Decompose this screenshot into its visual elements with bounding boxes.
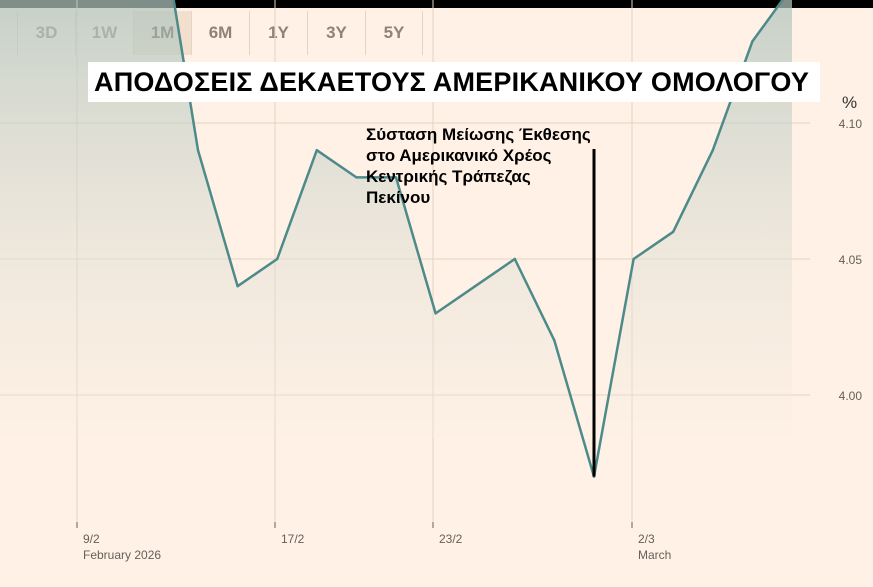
- data-point: [315, 149, 318, 152]
- data-point: [474, 285, 477, 288]
- chart-title: ΑΠΟΔΟΣΕΙΣ ΔΕΚΑΕΤΟΥΣ ΑΜΕΡΙΚΑΝΙΚΟΥ ΟΜΟΛΟΓΟ…: [94, 66, 810, 97]
- y-axis-unit: %: [842, 93, 858, 112]
- chart-annotation: Σύσταση Μείωσης Έκθεσης στο Αμερικανικό …: [366, 125, 591, 207]
- tab-5y[interactable]: 5Y: [365, 11, 423, 55]
- data-point: [355, 176, 358, 179]
- data-point: [711, 149, 714, 152]
- top-border: [0, 0, 873, 8]
- y-tick-label: 4.05: [839, 253, 863, 267]
- data-point: [196, 149, 200, 152]
- x-tick-label: 17/2: [281, 532, 305, 546]
- data-point: [672, 230, 675, 233]
- y-tick-label: 4.10: [839, 117, 863, 131]
- tab-3y[interactable]: 3Y: [307, 11, 365, 55]
- series-area: [0, 0, 792, 477]
- x-tick-label: 2/3: [638, 532, 655, 546]
- data-point: [276, 257, 279, 261]
- x-tick-sublabel: March: [638, 548, 671, 562]
- data-point: [434, 312, 437, 315]
- tab-1y[interactable]: 1Y: [249, 11, 307, 55]
- data-point: [394, 176, 398, 179]
- x-tick-label: 9/2: [83, 532, 100, 546]
- data-point: [632, 257, 635, 261]
- data-point: [236, 285, 239, 288]
- x-tick-label: 23/2: [439, 532, 463, 546]
- data-point: [751, 40, 754, 43]
- y-tick-label: 4.00: [839, 389, 863, 403]
- tab-6m[interactable]: 6M: [191, 11, 249, 55]
- x-tick-sublabel: February 2026: [83, 548, 161, 562]
- chart-title-box: ΑΠΟΔΟΣΕΙΣ ΔΕΚΑΕΤΟΥΣ ΑΜΕΡΙΚΑΝΙΚΟΥ ΟΜΟΛΟΓΟ…: [88, 62, 820, 102]
- data-point: [513, 257, 516, 261]
- data-point: [553, 339, 556, 342]
